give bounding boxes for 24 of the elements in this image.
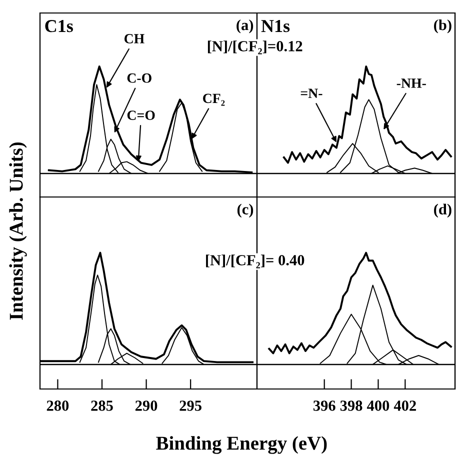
annotation: [N]/[CF₂]= 0.40 — [206, 254, 304, 268]
chart-title: C1s — [45, 20, 73, 32]
text: (d) — [434, 204, 452, 218]
annotation: C=O — [127, 110, 155, 120]
x-axis-title: Binding Energy (eV) — [156, 436, 327, 454]
annotation: -NH- — [396, 78, 426, 88]
x-tick-label: 295 — [180, 400, 202, 411]
chart-title: N1s — [261, 20, 290, 32]
annotation: C-O — [127, 73, 152, 83]
x-tick-label: 398 — [340, 400, 362, 411]
x-tick-label: 285 — [91, 400, 113, 411]
annotation: CF₂ — [203, 94, 225, 106]
text: [N]/[CF₂]=0.12 — [208, 40, 302, 54]
x-tick-label: 396 — [313, 400, 336, 411]
x-tick-label: 400 — [366, 400, 390, 411]
text: (a) — [236, 19, 254, 34]
annotation: CH — [124, 34, 144, 44]
x-tick-label: 280 — [46, 400, 69, 411]
x-tick-label: 290 — [135, 400, 158, 411]
x-tick-label: 402 — [394, 400, 416, 411]
text: (c) — [237, 204, 254, 218]
text: (b) — [434, 19, 452, 34]
annotation: =N- — [300, 88, 322, 98]
y-axis-title: Intensity (Arb. Units) — [9, 142, 27, 320]
